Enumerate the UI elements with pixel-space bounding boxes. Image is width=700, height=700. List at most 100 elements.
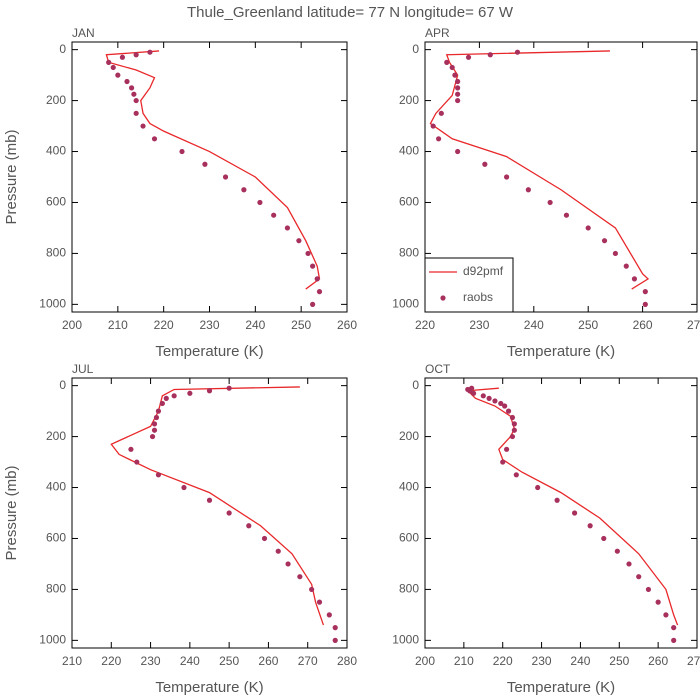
raob-point (115, 72, 121, 78)
y-tick-label: 800 (399, 246, 419, 260)
raob-point (305, 250, 311, 257)
raob-point (309, 586, 315, 593)
raob-point (626, 561, 632, 567)
panel-title: JUL (72, 362, 94, 376)
raob-point (511, 427, 517, 433)
raob-point (128, 85, 135, 91)
raob-point (513, 472, 519, 478)
raob-point (449, 64, 455, 71)
profile-line (105, 50, 321, 290)
raob-point (452, 72, 458, 78)
raob-point (257, 199, 263, 206)
y-axis-label: Pressure (mb) (3, 465, 20, 560)
raob-point (310, 263, 316, 269)
raob-point (316, 599, 323, 605)
y-tick-label: 800 (399, 582, 419, 596)
raob-point (314, 276, 320, 282)
x-tick-label: 280 (337, 654, 357, 668)
raob-point (326, 612, 332, 618)
x-tick-label: 260 (648, 654, 668, 668)
y-tick-label: 200 (46, 429, 66, 443)
raob-point (131, 91, 137, 97)
raob-point (261, 535, 268, 542)
raob-point (671, 637, 677, 643)
x-tick-label: 240 (570, 654, 590, 668)
raob-point (655, 599, 661, 605)
x-tick-label: 250 (219, 654, 239, 668)
raob-point (284, 225, 291, 231)
figure-title: Thule_Greenland latitude= 77 N longitude… (187, 4, 514, 21)
raob-point (206, 388, 213, 394)
x-tick-label: 230 (199, 318, 219, 332)
raob-point (645, 586, 652, 593)
raob-point (642, 289, 648, 295)
x-tick-label: 240 (245, 318, 265, 332)
panel-title: APR (425, 26, 450, 40)
raob-point (110, 64, 116, 71)
y-tick-label: 600 (46, 531, 66, 545)
x-tick-label: 230 (532, 654, 552, 668)
x-tick-label: 230 (469, 318, 489, 332)
raob-point (509, 433, 516, 440)
x-tick-label: 210 (62, 654, 82, 668)
raob-point (525, 187, 531, 193)
raob-point (271, 212, 277, 218)
raob-point (455, 78, 461, 85)
raob-point (310, 301, 316, 307)
y-tick-label: 200 (399, 93, 419, 107)
raob-point (241, 187, 247, 193)
y-tick-label: 600 (399, 531, 419, 545)
raob-point (482, 161, 488, 167)
raob-point (631, 276, 638, 282)
y-tick-label: 0 (412, 378, 419, 392)
profile-line (429, 50, 650, 290)
y-tick-label: 0 (59, 42, 66, 56)
y-tick-label: 800 (46, 246, 66, 260)
raob-point (480, 393, 486, 399)
raob-point (504, 446, 510, 452)
raob-point (316, 289, 323, 295)
raob-point (151, 427, 158, 433)
raob-point (134, 459, 140, 465)
raob-point (587, 523, 593, 529)
raob-point (470, 390, 477, 396)
raob-point (206, 497, 213, 503)
y-tick-label: 600 (46, 195, 66, 209)
y-tick-label: 0 (412, 42, 419, 56)
raob-point (455, 91, 461, 97)
raob-point (149, 433, 156, 440)
raob-point (181, 484, 187, 491)
raob-point (455, 148, 461, 155)
raob-point (663, 612, 669, 618)
raob-point (547, 199, 553, 206)
raob-point (140, 123, 146, 129)
x-tick-label: 250 (578, 318, 598, 332)
raob-point (155, 472, 162, 478)
plot-frame (71, 41, 348, 313)
raob-point (505, 408, 512, 414)
panel-title: OCT (425, 362, 451, 376)
x-tick-label: 200 (62, 318, 82, 332)
raob-point (159, 400, 165, 407)
y-tick-label: 1000 (39, 297, 66, 311)
raob-point (202, 161, 208, 167)
raob-point (119, 54, 126, 60)
raob-point (179, 148, 185, 155)
x-axis-label: Temperature (K) (155, 679, 263, 696)
y-tick-label: 400 (46, 480, 66, 494)
raob-point (226, 510, 232, 516)
plot-frame (424, 41, 698, 313)
raob-point (498, 400, 504, 407)
raob-point (332, 637, 338, 643)
raob-point (153, 414, 160, 421)
raob-point (297, 574, 303, 580)
raob-point (504, 174, 510, 180)
raob-point (636, 574, 642, 580)
x-tick-label: 270 (687, 318, 700, 332)
profile-line (110, 386, 325, 626)
raob-point (436, 136, 442, 142)
y-tick-label: 200 (46, 93, 66, 107)
plot-frame (71, 377, 348, 649)
raob-point (487, 52, 493, 58)
